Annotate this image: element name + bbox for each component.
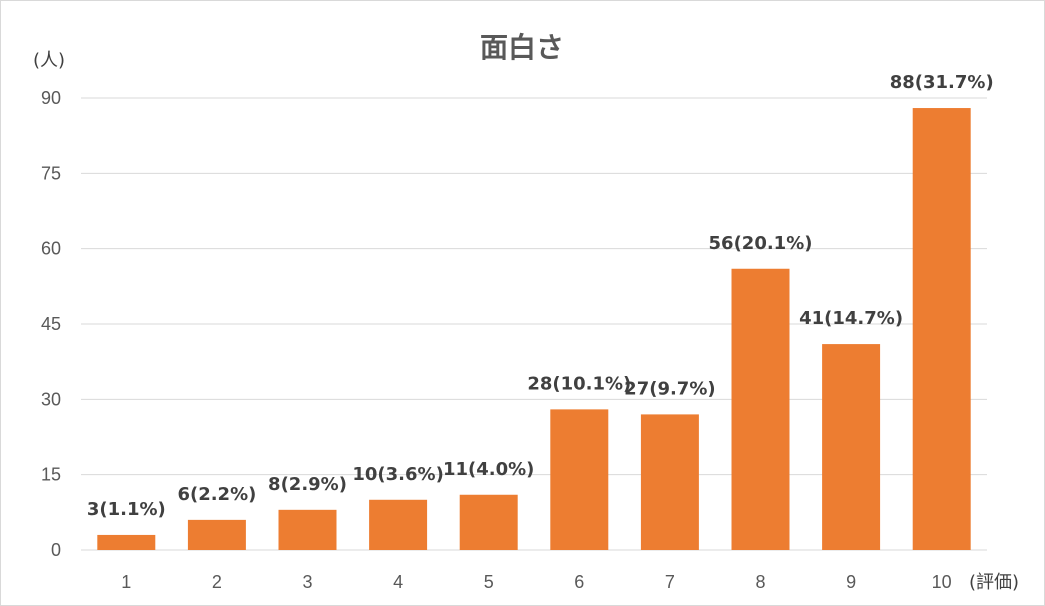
data-label: 41(14.7%) xyxy=(799,308,903,329)
y-tick-label: 30 xyxy=(41,389,61,409)
bar xyxy=(822,344,881,550)
data-label: 11(4.0%) xyxy=(443,459,534,480)
bar xyxy=(278,509,337,550)
x-tick-label: 1 xyxy=(121,572,131,592)
x-tick-label: 3 xyxy=(302,572,312,592)
y-tick-label: 75 xyxy=(41,163,61,183)
x-tick-label: 10 xyxy=(932,572,952,592)
bar xyxy=(912,108,971,551)
x-axis-unit-label: (評価) xyxy=(969,572,1019,593)
data-label: 28(10.1%) xyxy=(527,373,631,394)
bar xyxy=(550,409,609,550)
x-tick-label: 6 xyxy=(574,572,584,592)
data-label: 88(31.7%) xyxy=(890,72,994,93)
bar xyxy=(459,494,518,550)
bars xyxy=(97,108,971,551)
y-tick-label: 60 xyxy=(41,239,61,259)
bar xyxy=(640,414,699,550)
bar xyxy=(369,499,428,550)
x-tick-label: 4 xyxy=(393,572,403,592)
x-axis-ticks: 1 2 3 4 5 6 7 8 9 10 xyxy=(121,572,951,592)
x-tick-label: 9 xyxy=(846,572,856,592)
gridlines xyxy=(81,97,987,551)
x-tick-label: 5 xyxy=(484,572,494,592)
data-label: 6(2.2%) xyxy=(177,484,256,505)
y-tick-label: 90 xyxy=(41,88,61,108)
y-tick-label: 15 xyxy=(41,465,61,485)
data-label: 3(1.1%) xyxy=(87,499,166,520)
x-tick-label: 7 xyxy=(665,572,675,592)
bar xyxy=(187,519,246,550)
data-label: 10(3.6%) xyxy=(352,464,443,485)
y-axis-ticks: 0 15 30 45 60 75 90 xyxy=(41,88,61,560)
data-label: 27(9.7%) xyxy=(624,378,715,399)
bar xyxy=(97,534,156,550)
chart-title: 面白さ xyxy=(480,31,564,64)
x-tick-label: 8 xyxy=(755,572,765,592)
data-label: 56(20.1%) xyxy=(709,233,813,254)
y-tick-label: 45 xyxy=(41,314,61,334)
x-tick-label: 2 xyxy=(212,572,222,592)
data-labels: 3(1.1%) 6(2.2%) 8(2.9%) 10(3.6%) 11(4.0%) 28(… xyxy=(87,72,994,520)
data-label: 8(2.9%) xyxy=(268,474,347,495)
bar xyxy=(731,268,790,550)
y-tick-label: 0 xyxy=(51,540,61,560)
y-axis-unit-label: (人) xyxy=(33,50,65,71)
